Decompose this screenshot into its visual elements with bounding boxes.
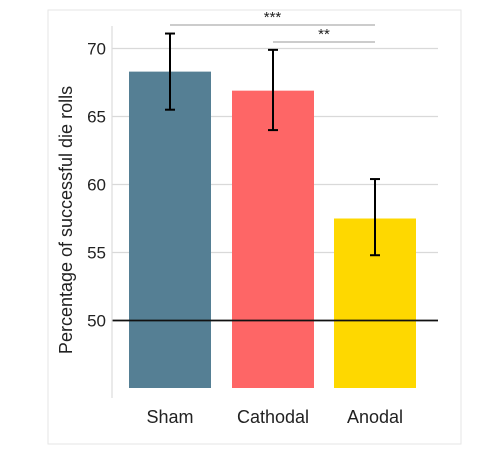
- x-tick-label: Anodal: [347, 407, 403, 427]
- significance-label: **: [318, 26, 330, 43]
- error-bars-layer: [165, 32, 380, 257]
- x-tick-label: Cathodal: [237, 407, 309, 427]
- plot-frame: [47, 9, 462, 445]
- x-tick-label: Sham: [146, 407, 193, 427]
- y-tick-label: 65: [87, 108, 106, 127]
- bar-sham: [129, 71, 211, 389]
- significance-layer: *****: [170, 9, 375, 43]
- y-tick-label: 70: [87, 40, 106, 59]
- bar-cathodal: [232, 90, 314, 388]
- y-axis-label: Percentage of successful die rolls: [56, 86, 76, 354]
- x-axis: Sham Cathodal Anodal: [146, 407, 403, 427]
- y-axis: 50 55 60 65 70: [87, 26, 113, 398]
- significance-label: ***: [264, 9, 282, 26]
- y-tick-label: 55: [87, 244, 106, 263]
- y-tick-label: 60: [87, 176, 106, 195]
- y-tick-label: 50: [87, 312, 106, 331]
